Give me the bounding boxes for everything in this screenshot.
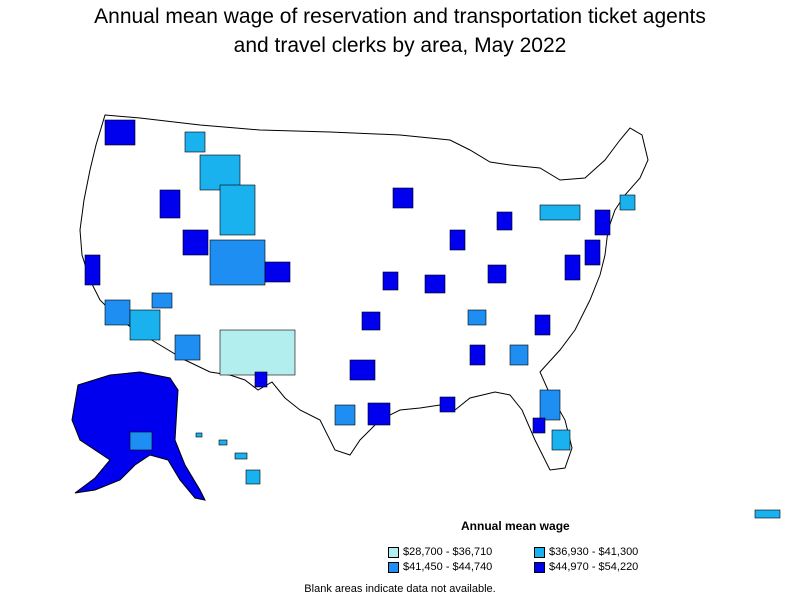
area-montana-west bbox=[199, 154, 241, 191]
map-title-line-2: and travel clerks by area, May 2022 bbox=[233, 34, 567, 57]
hawaii-islands bbox=[195, 432, 261, 485]
area-boise bbox=[159, 189, 181, 219]
area-el-paso bbox=[254, 371, 268, 388]
legend-title: Annual mean wage bbox=[461, 519, 570, 533]
area-detroit bbox=[496, 211, 513, 231]
area-chicago bbox=[449, 229, 466, 251]
area-arizona-north bbox=[129, 309, 161, 341]
area-alaska-anchorage bbox=[129, 431, 153, 451]
map-title-line-1: Annual mean wage of reservation and tran… bbox=[94, 5, 706, 28]
area-atlanta bbox=[509, 344, 529, 366]
area-boston bbox=[619, 194, 636, 211]
area-tampa bbox=[532, 417, 546, 434]
area-florida-east bbox=[539, 389, 561, 421]
puerto-rico bbox=[754, 509, 781, 519]
legend-label-2: $36,930 - $41,300 bbox=[549, 546, 639, 558]
area-minneapolis bbox=[392, 187, 414, 209]
area-wyoming bbox=[219, 184, 256, 236]
legend-item-1: $28,700 - $36,710 bbox=[388, 546, 492, 558]
area-new-orleans bbox=[439, 396, 456, 413]
area-memphis bbox=[469, 344, 486, 366]
legend-swatch-1 bbox=[388, 546, 399, 558]
area-colorado-west bbox=[209, 239, 266, 286]
area-denver bbox=[264, 261, 291, 283]
map-title: Annual mean wage of reservation and tran… bbox=[0, 2, 800, 60]
area-okc bbox=[361, 311, 381, 331]
area-st-louis bbox=[424, 274, 446, 294]
legend-label-1: $28,700 - $36,710 bbox=[403, 546, 493, 558]
area-la bbox=[104, 299, 131, 326]
legend-label-4: $44,970 - $54,220 bbox=[549, 561, 639, 573]
legend-item-3: $41,450 - $44,740 bbox=[388, 561, 492, 573]
legend-swatch-3 bbox=[388, 561, 399, 573]
legend-swatch-4 bbox=[534, 561, 545, 573]
area-nashville bbox=[467, 309, 487, 326]
area-phoenix bbox=[174, 334, 201, 361]
area-vegas bbox=[151, 292, 173, 309]
area-new-york-upstate bbox=[539, 204, 581, 221]
area-seattle bbox=[104, 119, 136, 146]
area-charlotte bbox=[534, 314, 551, 336]
area-san-antonio bbox=[334, 404, 356, 426]
area-new-mexico bbox=[219, 329, 296, 376]
footnote: Blank areas indicate data not available. bbox=[304, 583, 496, 595]
area-nyc bbox=[594, 209, 611, 236]
area-indianapolis bbox=[487, 264, 507, 284]
area-florida-south bbox=[551, 429, 571, 451]
legend-item-2: $36,930 - $41,300 bbox=[534, 546, 638, 558]
area-sf-bay bbox=[84, 254, 101, 286]
legend-label-3: $41,450 - $44,740 bbox=[403, 561, 493, 573]
area-houston bbox=[367, 402, 391, 426]
area-spokane bbox=[184, 131, 206, 153]
area-philly bbox=[584, 239, 601, 266]
legend-swatch-2 bbox=[534, 546, 545, 558]
area-dallas bbox=[349, 359, 376, 381]
area-salt-lake bbox=[182, 229, 209, 256]
area-shading bbox=[84, 119, 636, 451]
area-kansas-city bbox=[382, 271, 399, 291]
area-dc bbox=[564, 254, 581, 281]
legend-item-4: $44,970 - $54,220 bbox=[534, 561, 638, 573]
